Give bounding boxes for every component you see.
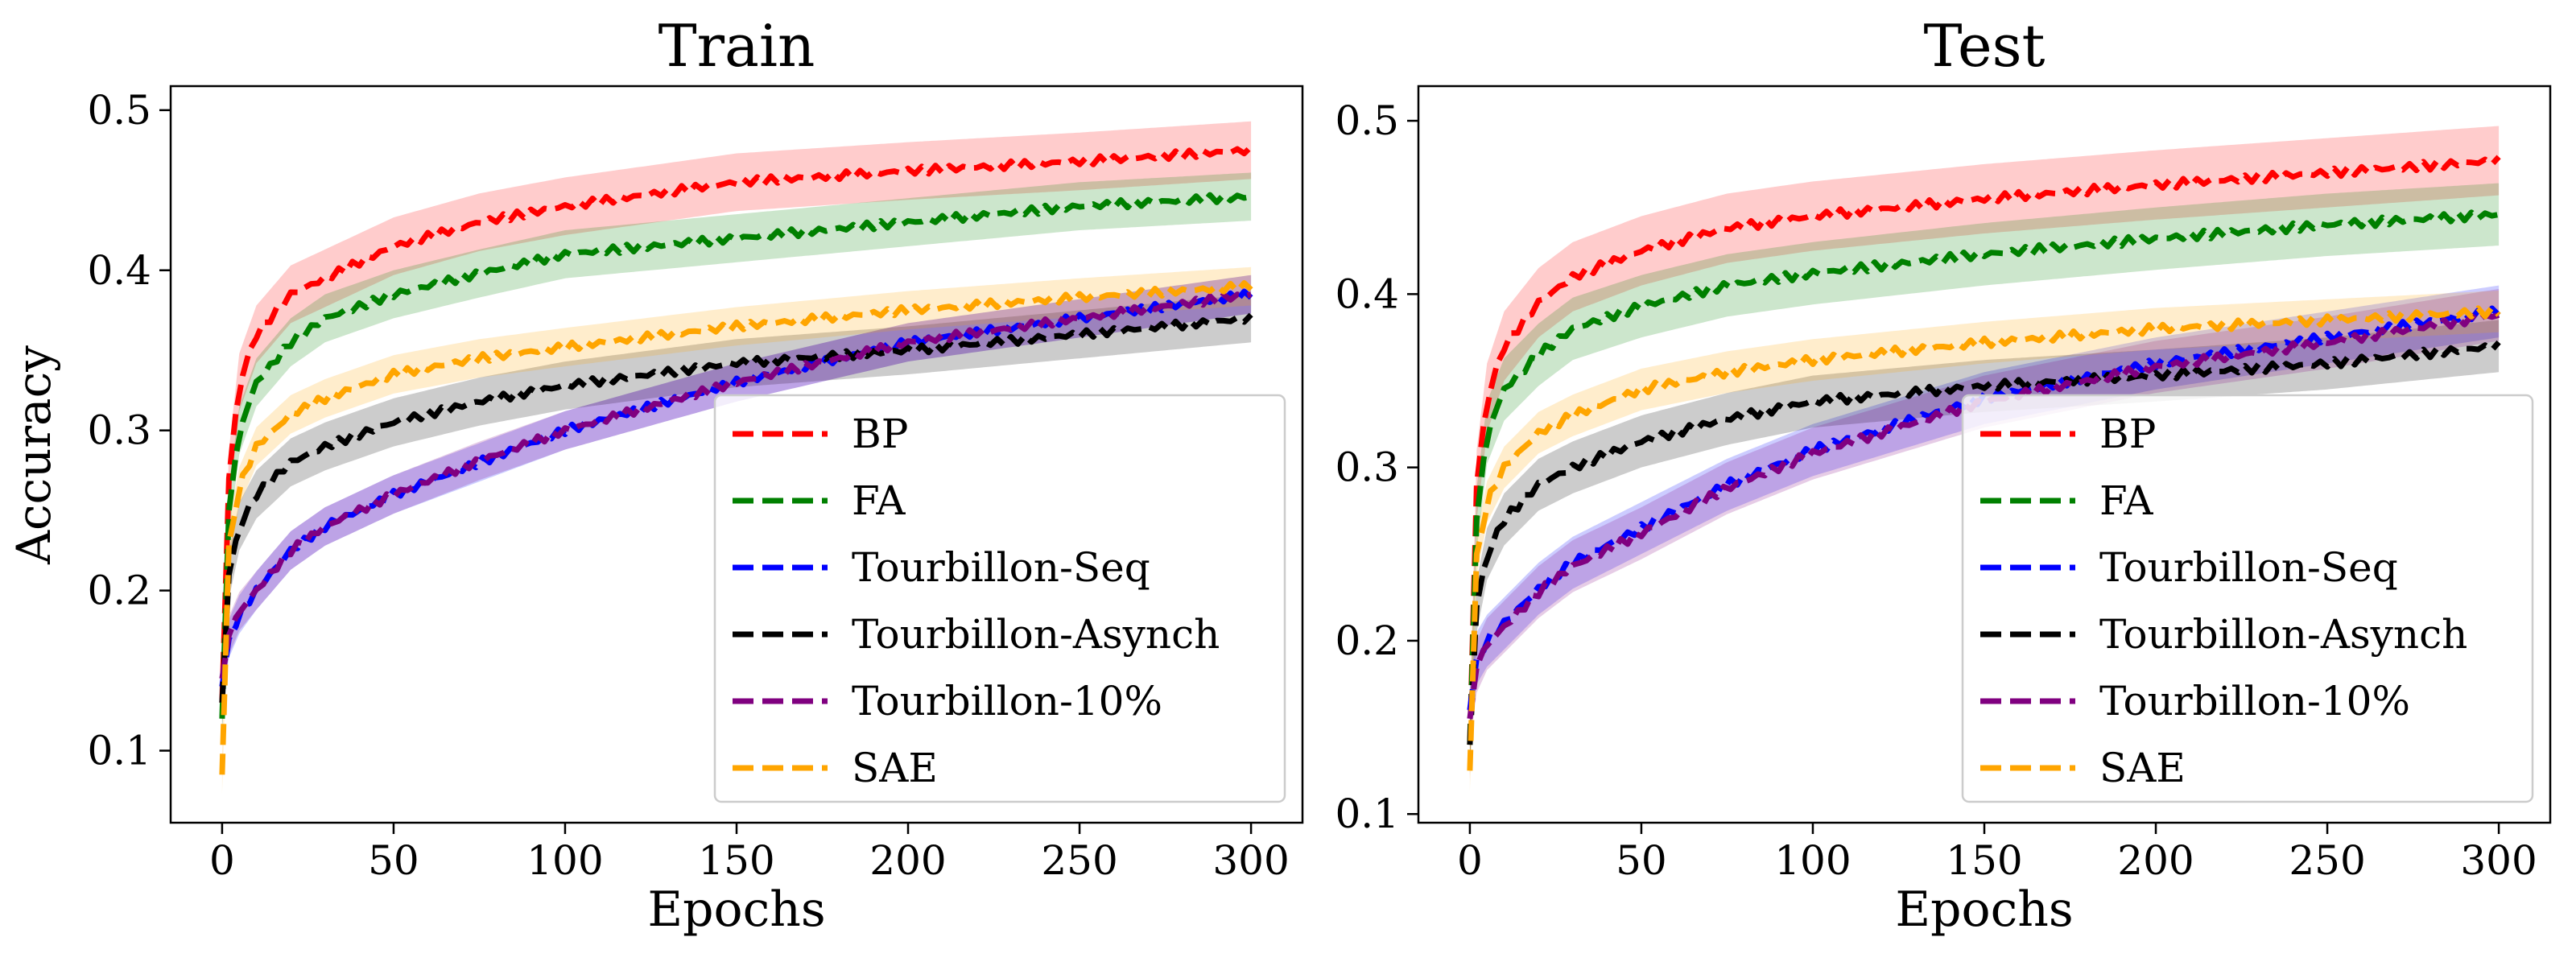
legend-label: FA xyxy=(852,477,906,524)
legend-label: SAE xyxy=(852,745,938,791)
x-tick-label: 0 xyxy=(1457,837,1483,884)
y-tick-label: 0.1 xyxy=(1335,791,1399,837)
series-line-bp xyxy=(219,144,1253,703)
x-tick-label: 150 xyxy=(1946,837,2022,884)
x-tick-label: 50 xyxy=(1616,837,1667,884)
series-line-tourbillon-asynch xyxy=(1467,340,2501,745)
series-band-tourbillon-10- xyxy=(221,275,1252,698)
series-band-tourbillon-asynch xyxy=(1469,320,2500,771)
x-tick-label: 300 xyxy=(2460,837,2537,884)
series-line-fa xyxy=(1467,209,2500,745)
x-tick-label: 200 xyxy=(2117,837,2194,884)
x-tick-label: 250 xyxy=(1041,837,1117,884)
series-line-bp xyxy=(1467,155,2501,745)
x-tick-label: 50 xyxy=(368,837,419,884)
x-tick-label: 200 xyxy=(869,837,946,884)
x-tick-label: 100 xyxy=(1774,837,1851,884)
legend-label: BP xyxy=(2099,411,2156,457)
series-band-tourbillon-seq xyxy=(221,275,1252,706)
legend-label: Tourbillon-Seq xyxy=(2099,544,2398,591)
legend-label: BP xyxy=(852,411,908,457)
x-axis-label: Epochs xyxy=(647,881,825,938)
y-tick-label: 0.3 xyxy=(87,407,151,454)
legend-label: Tourbillon-10% xyxy=(852,678,1162,724)
chart-title: Test xyxy=(1924,12,2046,80)
y-axis-label: Accuracy xyxy=(6,345,61,565)
y-tick-label: 0.3 xyxy=(1335,444,1399,491)
x-tick-label: 0 xyxy=(209,837,235,884)
series-band-bp xyxy=(1469,126,2500,780)
y-tick-label: 0.5 xyxy=(87,87,151,134)
legend-label: Tourbillon-Asynch xyxy=(2099,611,2467,658)
test-panel: Test 0 50 100 150 200 250 300 0.1 0.2 0.3 0.4 0.5 Epo… xyxy=(1335,12,2552,938)
series-line-tourbillon-asynch xyxy=(219,312,1253,703)
series-band-fa xyxy=(1469,183,2500,776)
legend-label: FA xyxy=(2099,477,2153,524)
x-tick-label: 100 xyxy=(526,837,603,884)
y-tick-label: 0.4 xyxy=(87,247,151,294)
legend-label: Tourbillon-Seq xyxy=(852,544,1150,591)
train-panel: Train 0 50 100 150 200 250 300 0.1 0.2 0.3 0.4 0.5 Ep… xyxy=(87,12,1304,938)
series-line-tourbillon-10- xyxy=(219,291,1252,679)
x-tick-label: 150 xyxy=(698,837,774,884)
legend-box xyxy=(1961,394,2534,803)
y-tick-label: 0.2 xyxy=(1335,617,1399,664)
x-tick-label: 300 xyxy=(1212,837,1289,884)
y-tick-label: 0.1 xyxy=(87,727,151,774)
legend-label: Tourbillon-10% xyxy=(2099,678,2410,724)
series-line-sae xyxy=(1467,304,2501,771)
series-line-sae xyxy=(219,280,1253,775)
y-tick-label: 0.2 xyxy=(87,568,151,614)
legend-label: Tourbillon-Asynch xyxy=(852,611,1220,658)
legend-box xyxy=(713,394,1286,803)
x-tick-label: 250 xyxy=(2289,837,2365,884)
series-band-bp xyxy=(221,121,1252,732)
legend-label: SAE xyxy=(2099,745,2186,791)
y-tick-label: 0.4 xyxy=(1335,270,1399,317)
chart-title: Train xyxy=(658,12,815,80)
x-axis-label: Epochs xyxy=(1895,881,2073,938)
series-line-fa xyxy=(219,192,1252,719)
series-line-tourbillon-seq xyxy=(219,288,1253,687)
series-line-tourbillon-seq xyxy=(1467,305,2501,711)
y-tick-label: 0.5 xyxy=(1335,97,1399,144)
series-line-tourbillon-10- xyxy=(1467,312,2500,720)
